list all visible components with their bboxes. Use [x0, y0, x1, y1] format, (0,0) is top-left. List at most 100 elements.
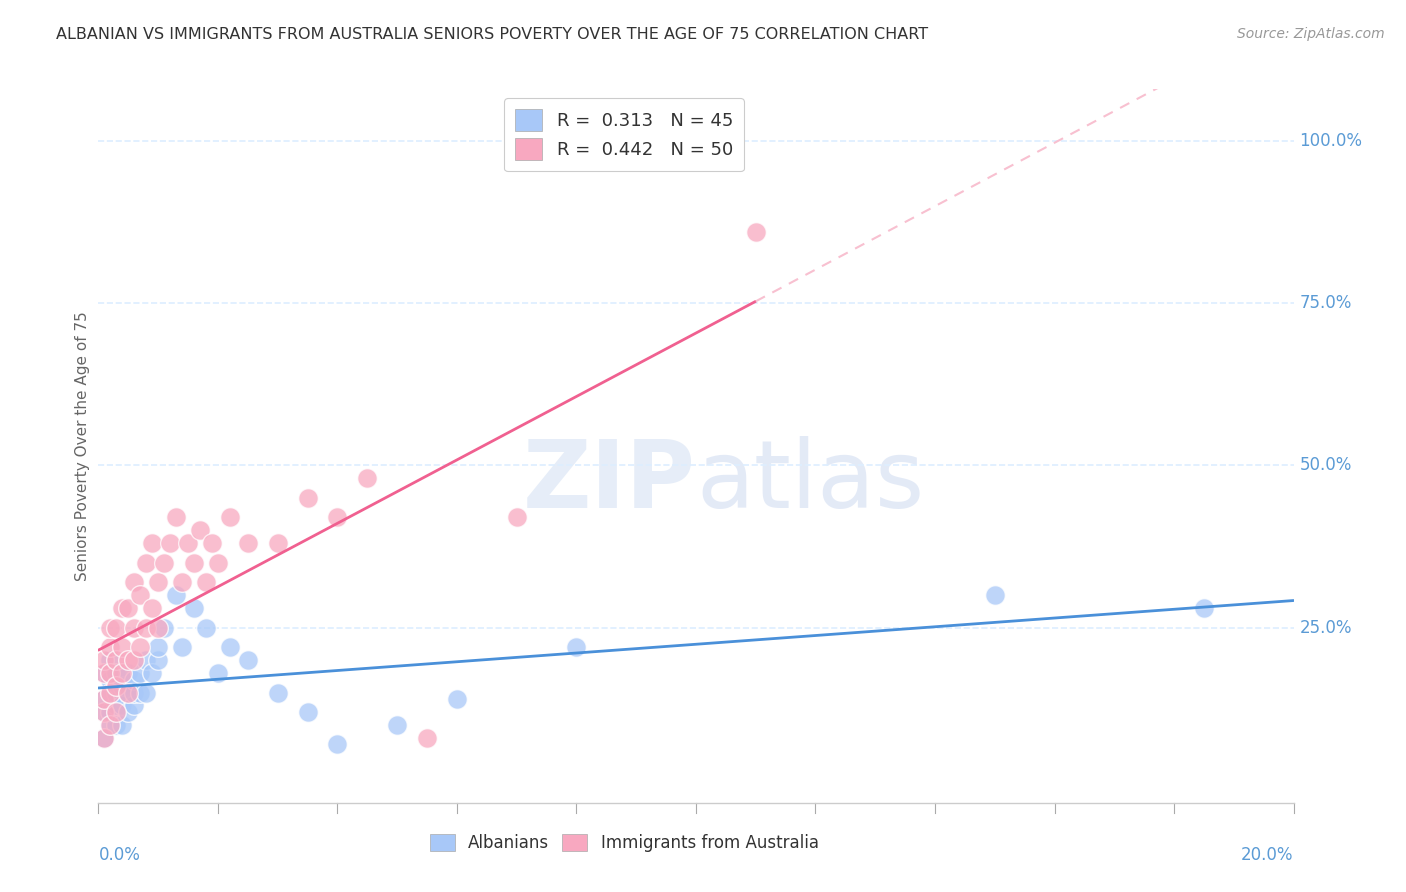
Point: [93, 692, 115, 706]
Point: [117, 653, 139, 667]
Point: [416, 731, 439, 745]
Point: [98, 653, 122, 667]
Point: [105, 666, 128, 681]
Point: [297, 705, 319, 719]
Point: [297, 491, 319, 505]
Point: [105, 621, 128, 635]
Point: [153, 621, 176, 635]
Point: [129, 588, 152, 602]
Point: [93, 666, 115, 681]
Point: [135, 621, 157, 635]
Point: [148, 653, 170, 667]
Text: 0.0%: 0.0%: [98, 846, 141, 863]
Point: [117, 601, 139, 615]
Point: [236, 536, 259, 550]
Point: [111, 601, 134, 615]
Point: [117, 666, 139, 681]
Point: [565, 640, 588, 654]
Point: [129, 685, 152, 699]
Point: [124, 698, 146, 713]
Point: [98, 685, 122, 699]
Point: [98, 640, 122, 654]
Point: [207, 666, 229, 681]
Point: [219, 510, 242, 524]
Point: [98, 705, 122, 719]
Point: [93, 731, 115, 745]
Point: [105, 698, 128, 713]
Point: [135, 685, 157, 699]
Point: [105, 705, 128, 719]
Point: [124, 575, 146, 590]
Point: [124, 621, 146, 635]
Point: [356, 471, 378, 485]
Point: [111, 679, 134, 693]
Point: [129, 666, 152, 681]
Point: [111, 698, 134, 713]
Point: [93, 731, 115, 745]
Point: [201, 536, 224, 550]
Text: Source: ZipAtlas.com: Source: ZipAtlas.com: [1237, 27, 1385, 41]
Point: [194, 621, 218, 635]
Text: atlas: atlas: [696, 435, 924, 528]
Point: [177, 536, 200, 550]
Point: [148, 640, 170, 654]
Point: [98, 718, 122, 732]
Point: [129, 640, 152, 654]
Point: [1192, 601, 1215, 615]
Point: [159, 536, 181, 550]
Point: [141, 601, 163, 615]
Point: [105, 653, 128, 667]
Point: [93, 666, 115, 681]
Point: [141, 666, 163, 681]
Point: [135, 556, 157, 570]
Point: [117, 705, 139, 719]
Y-axis label: Seniors Poverty Over the Age of 75: Seniors Poverty Over the Age of 75: [75, 311, 90, 581]
Text: ZIP: ZIP: [523, 435, 696, 528]
Point: [111, 666, 134, 681]
Point: [183, 601, 205, 615]
Point: [983, 588, 1005, 602]
Point: [93, 705, 115, 719]
Point: [165, 588, 187, 602]
Point: [98, 718, 122, 732]
Point: [141, 536, 163, 550]
Point: [153, 556, 176, 570]
Point: [105, 718, 128, 732]
Point: [98, 666, 122, 681]
Point: [117, 685, 139, 699]
Point: [105, 685, 128, 699]
Point: [194, 575, 218, 590]
Point: [188, 524, 211, 538]
Point: [111, 640, 134, 654]
Point: [172, 640, 194, 654]
Text: 100.0%: 100.0%: [1299, 132, 1362, 150]
Point: [124, 653, 146, 667]
Text: 50.0%: 50.0%: [1299, 457, 1353, 475]
Point: [98, 673, 122, 687]
Point: [506, 510, 529, 524]
Point: [165, 510, 187, 524]
Point: [93, 692, 115, 706]
Point: [124, 673, 146, 687]
Point: [267, 685, 290, 699]
Point: [148, 621, 170, 635]
Point: [219, 640, 242, 654]
Point: [236, 653, 259, 667]
Point: [124, 685, 146, 699]
Point: [326, 738, 349, 752]
Point: [98, 621, 122, 635]
Point: [172, 575, 194, 590]
Point: [267, 536, 290, 550]
Point: [98, 685, 122, 699]
Text: 20.0%: 20.0%: [1241, 846, 1294, 863]
Point: [183, 556, 205, 570]
Point: [446, 692, 468, 706]
Text: ALBANIAN VS IMMIGRANTS FROM AUSTRALIA SENIORS POVERTY OVER THE AGE OF 75 CORRELA: ALBANIAN VS IMMIGRANTS FROM AUSTRALIA SE…: [56, 27, 928, 42]
Point: [148, 575, 170, 590]
Point: [93, 653, 115, 667]
Point: [105, 679, 128, 693]
Point: [207, 556, 229, 570]
Point: [135, 653, 157, 667]
Point: [93, 705, 115, 719]
Text: 75.0%: 75.0%: [1299, 294, 1353, 312]
